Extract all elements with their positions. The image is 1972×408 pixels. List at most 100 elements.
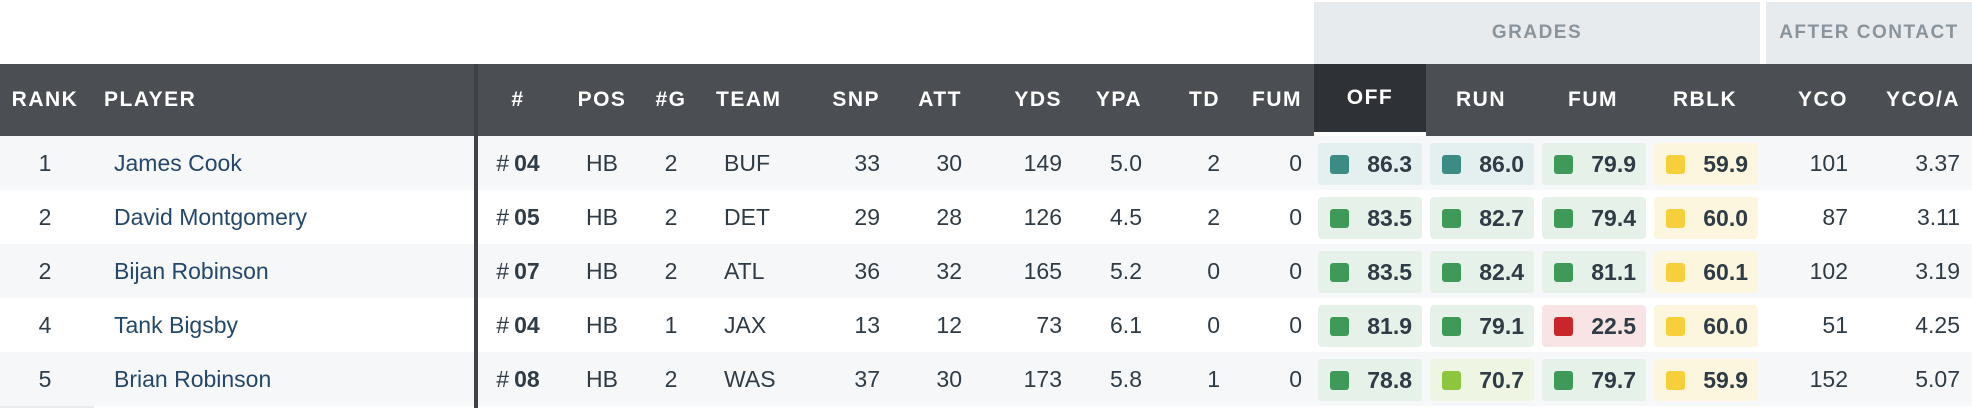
grade-value: 78.8 (1367, 366, 1412, 393)
col-off-header[interactable]: OFF (1314, 64, 1426, 136)
col-yds-header[interactable]: YDS (1014, 88, 1062, 111)
table-row[interactable]: 2 Bijan Robinson #07 HB 2 ATL 36 32 165 5.2 0 0 83.5… (0, 244, 1972, 298)
col-team-header[interactable]: TEAM (716, 88, 782, 111)
grade-color-swatch (1330, 263, 1349, 282)
jersey-prefix: # (496, 149, 510, 176)
grade-color-swatch (1554, 371, 1573, 390)
col-att-header[interactable]: ATT (918, 88, 962, 111)
grade-color-swatch (1442, 155, 1461, 174)
grade-run: 82.4 (1430, 251, 1534, 293)
grade-value: 59.9 (1703, 366, 1748, 393)
jersey-value: 07 (514, 257, 540, 284)
col-td-header[interactable]: TD (1189, 88, 1220, 111)
position-cell: HB (586, 203, 618, 230)
games-cell: 2 (664, 149, 678, 176)
col-snp-header[interactable]: SNP (832, 88, 880, 111)
yards-cell: 165 (1023, 257, 1062, 284)
col-ypa-header[interactable]: YPA (1095, 88, 1142, 111)
col-grade-fum-header[interactable]: FUM (1568, 88, 1618, 111)
column-header-row: RANK PLAYER # POS #G TEAM SNP ATT YDS YPA TD FUM OFF… (0, 64, 1972, 136)
yco-cell: 87 (1822, 203, 1848, 230)
grade-off: 81.9 (1318, 305, 1422, 347)
jersey-number: #05 (478, 190, 558, 244)
jersey-prefix: # (496, 203, 510, 230)
yco-cell: 51 (1822, 311, 1848, 338)
grade-run: 82.7 (1430, 197, 1534, 239)
grade-value: 79.7 (1591, 366, 1636, 393)
player-name-link[interactable]: Tank Bigsby (114, 311, 239, 338)
grade-color-swatch (1554, 263, 1573, 282)
grade-off: 86.3 (1318, 143, 1422, 185)
col-rank-header[interactable]: RANK (11, 88, 79, 111)
ypa-cell: 5.0 (1110, 149, 1142, 176)
col-fum-header[interactable]: FUM (1252, 88, 1302, 111)
team-link[interactable]: WAS (724, 365, 776, 392)
col-run-header[interactable]: RUN (1456, 88, 1506, 111)
table-row[interactable]: 5 Brian Robinson #08 HB 2 WAS 37 30 173 5.8 1 0 78.8… (0, 352, 1972, 406)
ycoa-cell: 3.37 (1915, 149, 1960, 176)
player-name-link[interactable]: James Cook (114, 149, 242, 176)
grade-color-swatch (1666, 209, 1685, 228)
snaps-cell: 13 (854, 311, 880, 338)
team-link[interactable]: BUF (724, 149, 770, 176)
grade-fum: 79.9 (1542, 143, 1646, 185)
td-cell: 2 (1207, 149, 1220, 176)
frozen-column-divider (474, 64, 478, 408)
position-cell: HB (586, 311, 618, 338)
col-jersey-header[interactable]: # (511, 88, 525, 111)
ycoa-cell: 5.07 (1915, 365, 1960, 392)
jersey-number: #04 (478, 136, 558, 190)
ycoa-cell: 3.11 (1916, 203, 1960, 230)
rank-cell: 5 (38, 365, 52, 392)
player-name-link[interactable]: David Montgomery (114, 203, 308, 230)
col-games-header[interactable]: #G (655, 88, 687, 111)
col-player-header[interactable]: PLAYER (104, 88, 197, 111)
player-name-link[interactable]: Bijan Robinson (114, 257, 269, 284)
fumbles-cell: 0 (1289, 311, 1302, 338)
grade-value: 59.9 (1703, 150, 1748, 177)
position-cell: HB (586, 149, 618, 176)
td-cell: 0 (1207, 257, 1220, 284)
grade-color-swatch (1330, 155, 1349, 174)
grade-value: 60.0 (1703, 312, 1748, 339)
snaps-cell: 37 (854, 365, 880, 392)
grade-value: 83.5 (1367, 258, 1412, 285)
position-cell: HB (586, 365, 618, 392)
attempts-cell: 32 (936, 257, 962, 284)
snaps-cell: 36 (854, 257, 880, 284)
player-name-link[interactable]: Brian Robinson (114, 365, 272, 392)
col-ycoa-header[interactable]: YCO/A (1885, 88, 1960, 111)
jersey-value: 08 (514, 365, 540, 392)
grade-value: 81.1 (1591, 258, 1636, 285)
grade-value: 86.0 (1479, 150, 1524, 177)
grade-color-swatch (1330, 317, 1349, 336)
jersey-prefix: # (496, 257, 510, 284)
td-cell: 2 (1207, 203, 1220, 230)
team-link[interactable]: DET (724, 203, 770, 230)
col-yco-header[interactable]: YCO (1797, 88, 1848, 111)
team-link[interactable]: JAX (724, 311, 767, 338)
table-row[interactable]: 4 Tank Bigsby #04 HB 1 JAX 13 12 73 6.1 0 0 81.9 79.1… (0, 298, 1972, 352)
attempts-cell: 12 (936, 311, 962, 338)
grade-run: 70.7 (1430, 359, 1534, 401)
jersey-value: 05 (514, 203, 540, 230)
grade-fum: 81.1 (1542, 251, 1646, 293)
table-row[interactable]: 1 James Cook #04 HB 2 BUF 33 30 149 5.0 2 0 86.3 86.0… (0, 136, 1972, 190)
ypa-cell: 5.2 (1110, 257, 1142, 284)
team-link[interactable]: ATL (724, 257, 765, 284)
col-pos-header[interactable]: POS (577, 88, 627, 111)
group-after-contact: AFTER CONTACT (1766, 2, 1972, 64)
grade-color-swatch (1330, 209, 1349, 228)
grade-value: 86.3 (1367, 150, 1412, 177)
grade-value: 81.9 (1367, 312, 1412, 339)
table-row[interactable]: 2 David Montgomery #05 HB 2 DET 29 28 126 4.5 2 0 83… (0, 190, 1972, 244)
grade-run: 79.1 (1430, 305, 1534, 347)
jersey-prefix: # (496, 365, 510, 392)
grade-color-swatch (1442, 209, 1461, 228)
jersey-prefix: # (496, 311, 510, 338)
group-header-row: GRADES AFTER CONTACT (0, 0, 1972, 64)
col-rblk-header[interactable]: RBLK (1672, 88, 1738, 111)
grade-rblk: 60.0 (1654, 305, 1758, 347)
games-cell: 2 (664, 365, 678, 392)
grade-off: 78.8 (1318, 359, 1422, 401)
